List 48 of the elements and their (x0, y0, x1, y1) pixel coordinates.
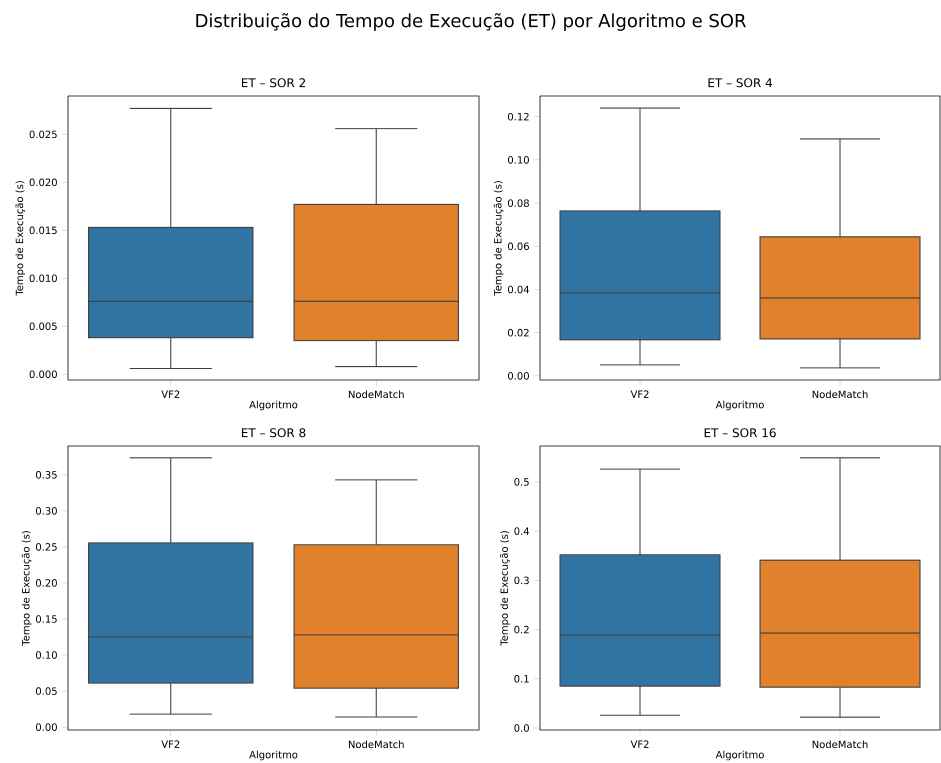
y-tick-label: 0.000 (30, 370, 57, 378)
x-axis-title: Algoritmo (716, 400, 764, 410)
x-tick-label: VF2 (161, 390, 180, 398)
y-tick-label: 0.5 (514, 478, 529, 486)
chart-title: ET – SOR 2 (242, 78, 306, 88)
x-axis-title: Algoritmo (249, 400, 298, 410)
y-tick-label: 0.015 (30, 226, 57, 234)
y-tick-label: 0.35 (36, 471, 57, 479)
y-tick-label: 0.025 (30, 130, 57, 138)
x-tick-label: VF2 (161, 740, 180, 748)
y-tick-label: 0.12 (508, 112, 529, 121)
x-tick-label: VF2 (630, 740, 648, 748)
y-tick-label: 0.10 (36, 651, 57, 659)
y-tick-label: 0.0 (514, 724, 529, 732)
y-tick-label: 0.02 (508, 328, 529, 336)
y-tick-label: 0.005 (30, 322, 57, 330)
chart-title: ET – SOR 4 (708, 78, 772, 88)
y-axis-title: Tempo de Execução (s) (500, 531, 510, 646)
y-tick-label: 0.020 (30, 178, 57, 186)
x-tick-label: NodeMatch (348, 390, 404, 398)
x-axis-title: Algoritmo (249, 750, 298, 760)
chart-title: ET – SOR 16 (704, 428, 776, 438)
y-tick-label: 0.05 (36, 687, 57, 695)
y-tick-label: 0.00 (508, 372, 529, 380)
y-tick-label: 0.25 (36, 543, 57, 551)
chart-title: ET – SOR 8 (242, 428, 306, 438)
text: Distribuição do Tempo de Execução (ET) por Algoritmo e SOR (196, 13, 746, 31)
y-tick-label: 0.00 (36, 723, 57, 731)
y-axis-title: Tempo de Execução (s) (494, 181, 504, 296)
x-tick-label: VF2 (630, 390, 648, 398)
y-axis-title: Tempo de Execução (s) (22, 531, 32, 646)
y-tick-label: 0.2 (514, 626, 529, 634)
x-tick-label: NodeMatch (348, 740, 404, 748)
y-tick-label: 0.1 (514, 675, 529, 683)
y-tick-label: 0.06 (508, 242, 529, 250)
y-tick-label: 0.04 (508, 286, 530, 294)
y-tick-label: 0.15 (36, 615, 57, 623)
x-axis-title: Algoritmo (716, 750, 764, 760)
y-tick-label: 0.20 (36, 579, 57, 587)
y-tick-label: 0.08 (508, 199, 529, 207)
y-tick-label: 0.010 (30, 274, 57, 282)
y-tick-label: 0.30 (36, 507, 57, 515)
y-axis-title: Tempo de Execução (s) (15, 181, 26, 296)
x-tick-label: NodeMatch (812, 390, 868, 398)
y-tick-label: 0.10 (508, 156, 529, 164)
y-tick-label: 0.4 (514, 527, 530, 535)
x-tick-label: NodeMatch (812, 740, 868, 748)
y-tick-label: 0.3 (514, 576, 529, 584)
